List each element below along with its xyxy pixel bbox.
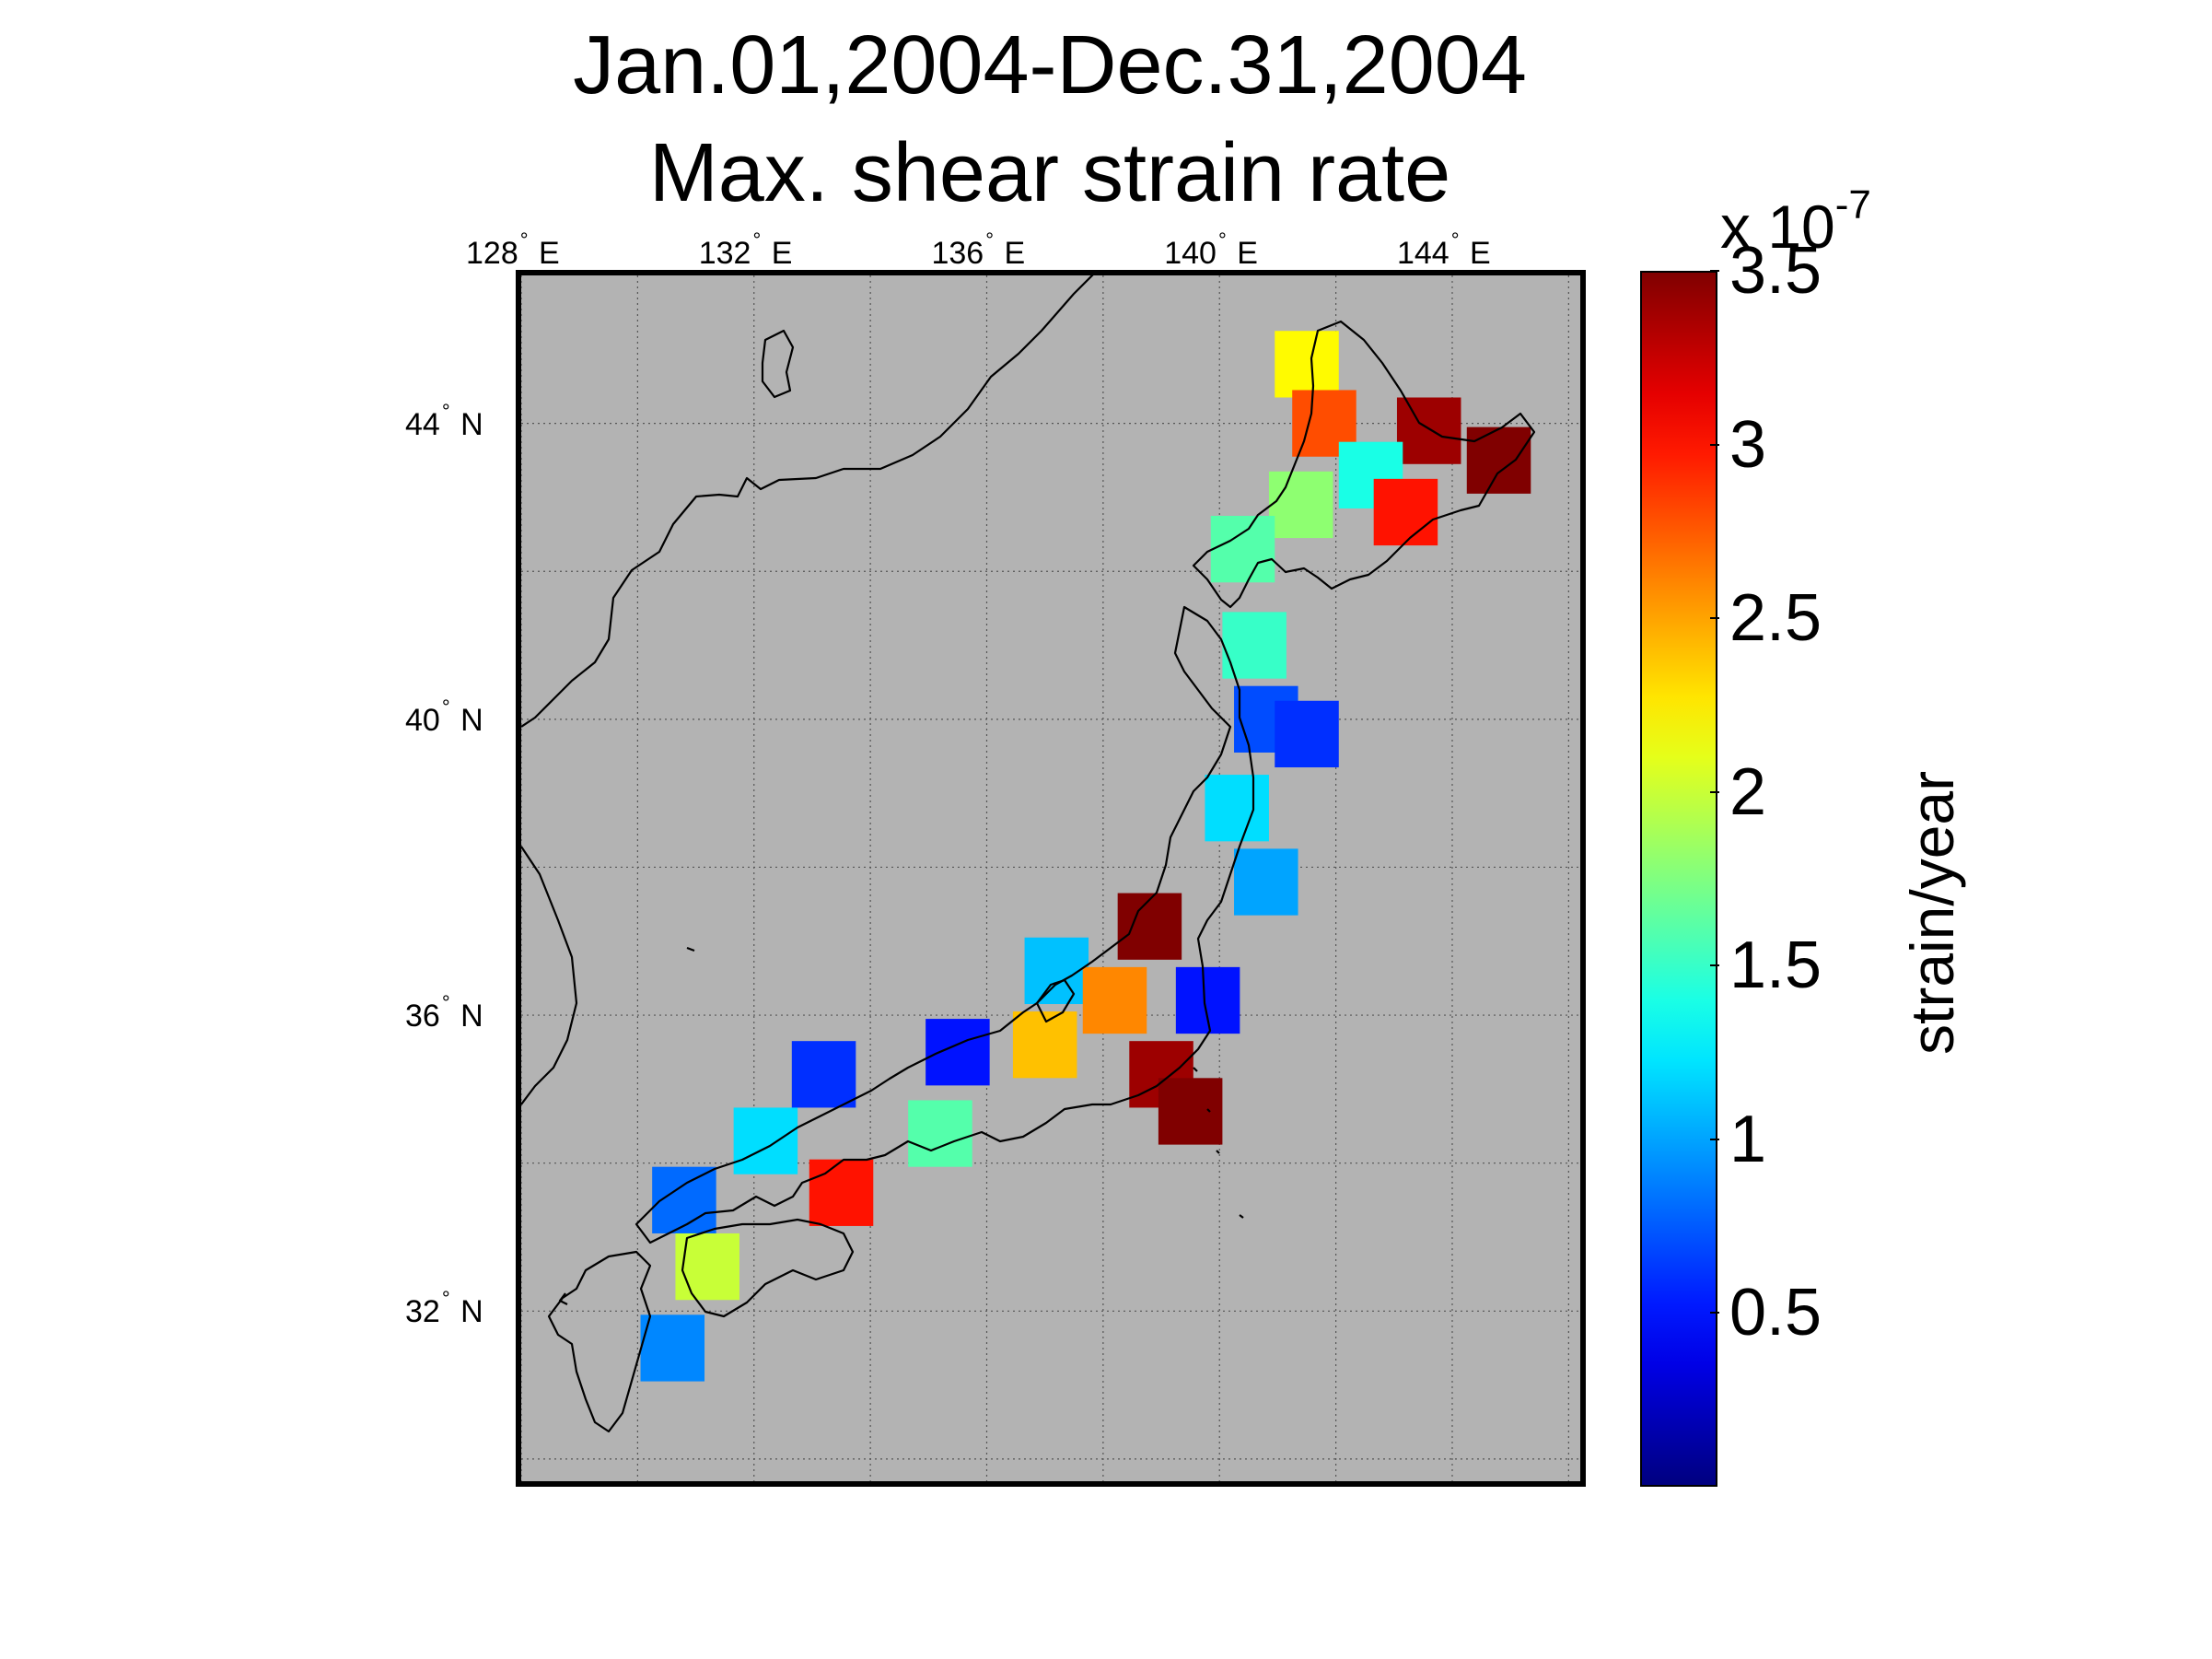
strain-cell <box>1082 966 1147 1034</box>
colorbar-tick-label: 2.5 <box>1729 581 1822 656</box>
latitude-tick-label: 32° N <box>405 1287 483 1330</box>
colorbar-tick-label: 0.5 <box>1729 1276 1822 1350</box>
longitude-tick-label: 136° E <box>931 228 1026 271</box>
colorbar-tick-label: 3 <box>1729 407 1767 482</box>
strain-cell <box>675 1233 739 1301</box>
strain-cell <box>1205 775 1269 842</box>
strain-cell <box>1275 700 1339 768</box>
colorbar-tick-mark <box>1710 964 1719 967</box>
longitude-tick-label: 128° E <box>466 228 560 271</box>
strain-cell <box>926 1019 990 1086</box>
strain-cell <box>1268 471 1333 539</box>
graticule <box>521 275 1580 1481</box>
colorbar-tick-mark <box>1710 270 1719 272</box>
strain-cell <box>1396 397 1461 464</box>
colorbar-tick-label: 1.5 <box>1729 929 1822 1003</box>
small-islands <box>558 946 1244 1305</box>
chart-title-line-2: Max. shear strain rate <box>648 127 1451 219</box>
colorbar-tick-mark <box>1710 1138 1719 1140</box>
strain-cell <box>652 1166 716 1233</box>
longitude-tick-label: 140° E <box>1164 228 1258 271</box>
strain-cell <box>733 1107 798 1174</box>
strain-cell <box>1466 426 1531 494</box>
map-plot-area <box>516 270 1586 1487</box>
colorbar-exponent: x 10-7 <box>1720 185 1871 258</box>
shikoku-coast <box>681 1218 855 1318</box>
colorbar-tick-mark <box>1710 617 1719 620</box>
colorbar-tick-mark <box>1710 1312 1719 1314</box>
mainland-coast <box>521 275 1094 728</box>
colorbar-tick-label: 1 <box>1729 1102 1767 1176</box>
chart-title-line-1: Jan.01,2004-Dec.31,2004 <box>573 19 1527 111</box>
strain-cell <box>791 1041 856 1108</box>
mainland-coast-south <box>521 846 578 1105</box>
strain-cell <box>1234 848 1298 916</box>
latitude-tick-label: 40° N <box>405 695 483 738</box>
island-outline-north <box>761 329 795 399</box>
hokkaido-coast <box>1192 320 1536 609</box>
longitude-tick-label: 132° E <box>698 228 793 271</box>
strain-cell <box>1373 478 1438 546</box>
strain-cell <box>1158 1078 1223 1145</box>
colorbar-unit-label: strain/year <box>1898 770 1966 1055</box>
map-canvas <box>521 275 1580 1481</box>
strain-cell <box>809 1159 874 1226</box>
strain-cell <box>908 1100 972 1167</box>
colorbar-exponent-power: -7 <box>1834 182 1871 228</box>
strain-cell <box>1275 331 1339 398</box>
latitude-tick-label: 44° N <box>405 399 483 442</box>
coastlines <box>521 275 1536 1433</box>
strain-cell <box>640 1314 705 1382</box>
honshu-coast <box>634 605 1255 1244</box>
latitude-tick-label: 36° N <box>405 991 483 1034</box>
strain-cell <box>1012 1011 1077 1079</box>
strain-cell <box>1117 893 1182 960</box>
noto-peninsula <box>1035 978 1076 1023</box>
kyushu-coast <box>547 1250 652 1433</box>
colorbar-tick-mark <box>1710 443 1719 446</box>
colorbar-exponent-prefix: x 10 <box>1720 193 1835 261</box>
colorbar <box>1640 271 1717 1487</box>
colorbar-tick-mark <box>1710 790 1719 793</box>
strain-cell <box>1210 515 1275 583</box>
longitude-tick-label: 144° E <box>1396 228 1491 271</box>
colorbar-tick-label: 3.5 <box>1729 234 1822 308</box>
colorbar-tick-label: 2 <box>1729 754 1767 829</box>
